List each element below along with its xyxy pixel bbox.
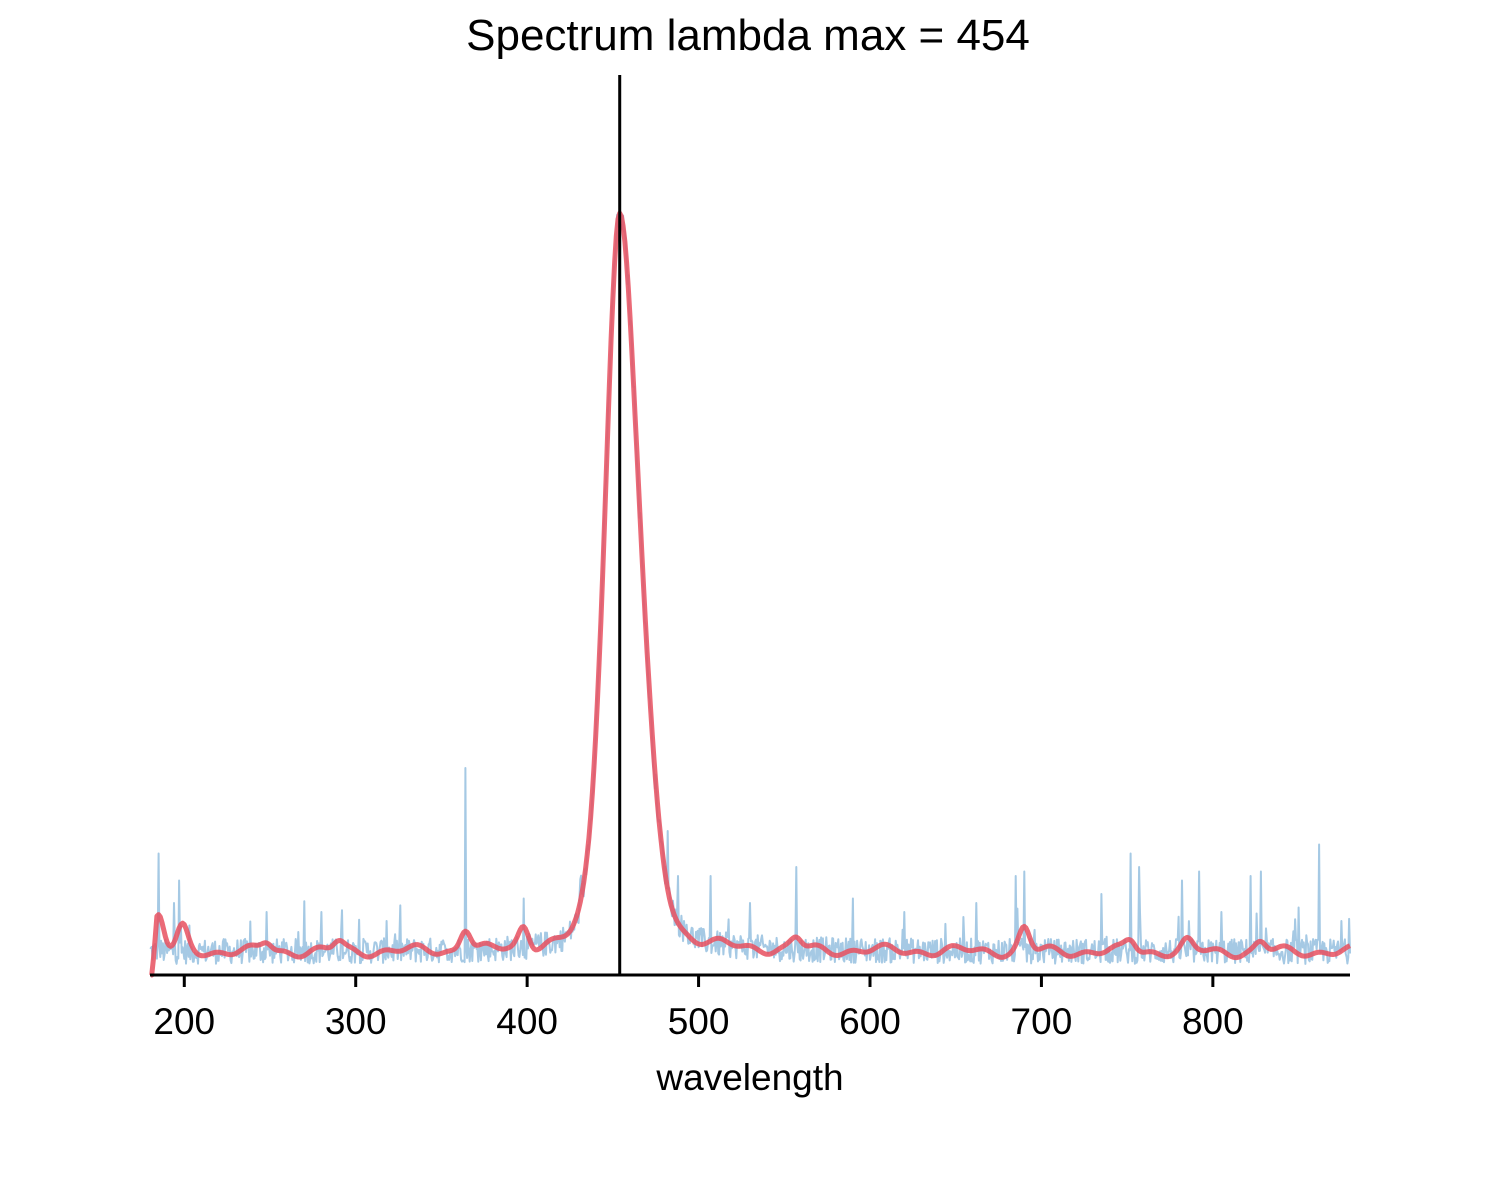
- x-axis-ticks: 200 300 400 500 600 700 800: [153, 975, 1244, 1042]
- series-layer: [149, 75, 1351, 978]
- x-axis-label: wavelength: [655, 1057, 843, 1098]
- raw-spectrum-line: [149, 213, 1351, 965]
- x-tick-label: 600: [839, 1001, 901, 1042]
- x-tick-label: 500: [668, 1001, 730, 1042]
- smoothed-spectrum-line: [149, 210, 1351, 978]
- x-tick-label: 300: [325, 1001, 387, 1042]
- x-tick-label: 400: [496, 1001, 558, 1042]
- x-tick-label: 700: [1011, 1001, 1073, 1042]
- x-tick-label: 800: [1182, 1001, 1244, 1042]
- x-tick-label: 200: [153, 1001, 215, 1042]
- chart-title: Spectrum lambda max = 454: [466, 11, 1030, 60]
